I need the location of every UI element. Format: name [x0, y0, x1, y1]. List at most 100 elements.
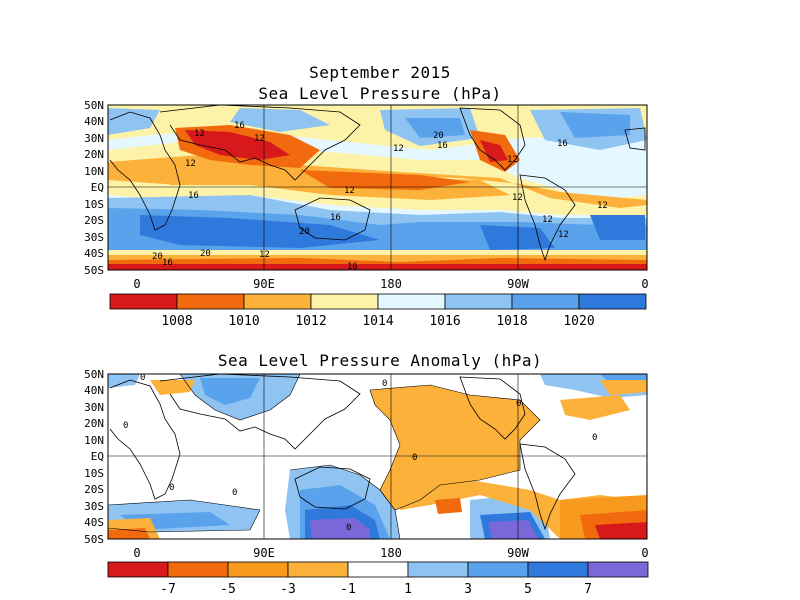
- colorbar-swatch: [310, 293, 379, 310]
- lon-label: 180: [380, 546, 402, 560]
- graticule-top: [108, 105, 647, 270]
- lat-label: 20S: [84, 483, 104, 496]
- lat-label: 10N: [84, 434, 104, 447]
- bottom-map-title: Sea Level Pressure Anomaly (hPa): [217, 351, 543, 370]
- bottom-contour-labels: 0 0 0 0 0 0 0 0 0: [123, 373, 597, 533]
- colorbar-swatch: [109, 293, 178, 310]
- colorbar-swatch: [407, 561, 469, 578]
- lat-label: 30N: [84, 401, 104, 414]
- colorbar-label: -5: [220, 582, 236, 597]
- contour-label: 16: [330, 213, 341, 223]
- lat-label: 30S: [84, 231, 104, 244]
- lat-label: 50S: [84, 533, 104, 546]
- colorbar-label: 1016: [429, 314, 460, 329]
- lon-label: 90W: [507, 277, 529, 291]
- coastlines-top: [109, 105, 646, 262]
- contour-label: 20: [200, 249, 211, 259]
- contour-label: 16: [162, 258, 173, 268]
- lat-label: 20N: [84, 417, 104, 430]
- bottom-colorbar: [107, 561, 649, 578]
- contour-label: 12: [393, 144, 404, 154]
- anomaly-contours: [108, 374, 541, 539]
- contour-label: 0: [382, 379, 387, 389]
- contour-label: 0: [412, 453, 417, 463]
- bottom-colorbar-labels: -7 -5 -3 -1 1 3 5 7: [160, 582, 592, 597]
- lat-label: 40N: [84, 384, 104, 397]
- contour-label: 12: [254, 134, 265, 144]
- lon-label: 0: [133, 277, 140, 291]
- lon-label: 180: [380, 277, 402, 291]
- lon-label: 90W: [507, 546, 529, 560]
- graticule-bottom: [108, 374, 647, 539]
- contour-label: 12: [194, 129, 205, 139]
- contour-label: 16: [234, 121, 245, 131]
- lat-label: 50S: [84, 264, 104, 277]
- top-map-frame: [107, 104, 648, 271]
- colorbar-swatch: [444, 293, 513, 310]
- lat-label: 30S: [84, 500, 104, 513]
- contour-label: 20: [299, 227, 310, 237]
- lat-label: 10S: [84, 467, 104, 480]
- lat-label: 50N: [84, 368, 104, 381]
- colorbar-label: -1: [340, 582, 356, 597]
- lat-label: 40S: [84, 516, 104, 529]
- colorbar-label: 5: [524, 582, 532, 597]
- top-map-subtitle: Sea Level Pressure (hPa): [258, 84, 502, 103]
- lat-label: 40S: [84, 247, 104, 260]
- colorbar-label: -3: [280, 582, 296, 597]
- contour-label: 0: [140, 373, 145, 383]
- colorbar-label: 1008: [161, 314, 192, 329]
- top-map-title: September 2015: [309, 63, 451, 82]
- contour-label: 0: [516, 399, 521, 409]
- colorbar-label: 1020: [563, 314, 594, 329]
- lat-label: 30N: [84, 132, 104, 145]
- contour-label: 12: [597, 201, 608, 211]
- contour-label: 12: [507, 155, 518, 165]
- lat-label: EQ: [91, 181, 104, 194]
- contour-label: 20: [433, 131, 444, 141]
- colorbar-label: 3: [464, 582, 472, 597]
- contour-label: 0: [346, 523, 351, 533]
- colorbar-swatch: [578, 293, 647, 310]
- colorbar-swatch: [587, 561, 649, 578]
- colorbar-swatch: [167, 561, 229, 578]
- contour-label: 0: [232, 488, 237, 498]
- slp-map: 16 12 12 20 16 12 12 12 12 16 12 16 20 1…: [84, 99, 648, 329]
- colorbar-swatch: [377, 293, 446, 310]
- lon-label: 90E: [253, 546, 275, 560]
- colorbar-label: 1012: [295, 314, 326, 329]
- contour-label: 0: [169, 483, 174, 493]
- lat-label: 50N: [84, 99, 104, 112]
- lon-label: 0: [641, 277, 648, 291]
- contour-label: 12: [512, 193, 523, 203]
- bottom-map-frame: [107, 373, 648, 540]
- lon-label: 90E: [253, 277, 275, 291]
- bottom-lon-labels: 0 90E 180 90W 0: [133, 546, 648, 560]
- bottom-lat-labels: 50N 40N 30N 20N 10N EQ 10S 20S 30S 40S 5…: [84, 368, 104, 546]
- contour-label: 16: [188, 191, 199, 201]
- lat-label: EQ: [91, 450, 104, 463]
- colorbar-swatch: [347, 561, 409, 578]
- colorbar-label: 1010: [228, 314, 259, 329]
- contour-label: 12: [344, 186, 355, 196]
- colorbar-swatch: [287, 561, 349, 578]
- colorbar-swatch: [467, 561, 529, 578]
- lon-label: 0: [641, 546, 648, 560]
- coastlines-bottom: [109, 374, 576, 531]
- colorbar-swatch: [227, 561, 289, 578]
- colorbar-label: 7: [584, 582, 592, 597]
- top-colorbar-labels: 1008 1010 1012 1014 1016 1018 1020: [161, 314, 594, 329]
- contour-label: 16: [437, 141, 448, 151]
- top-contour-labels: 16 12 12 20 16 12 12 12 12 16 12 16 20 1…: [152, 121, 608, 272]
- contour-label: 12: [185, 159, 196, 169]
- colorbar-swatch: [243, 293, 312, 310]
- contour-label: 0: [123, 421, 128, 431]
- colorbar-label: 1: [404, 582, 412, 597]
- lat-label: 20N: [84, 148, 104, 161]
- colorbar-label: 1018: [496, 314, 527, 329]
- contour-label: 12: [259, 250, 270, 260]
- lat-label: 10N: [84, 165, 104, 178]
- lat-label: 40N: [84, 115, 104, 128]
- contour-label: 16: [557, 139, 568, 149]
